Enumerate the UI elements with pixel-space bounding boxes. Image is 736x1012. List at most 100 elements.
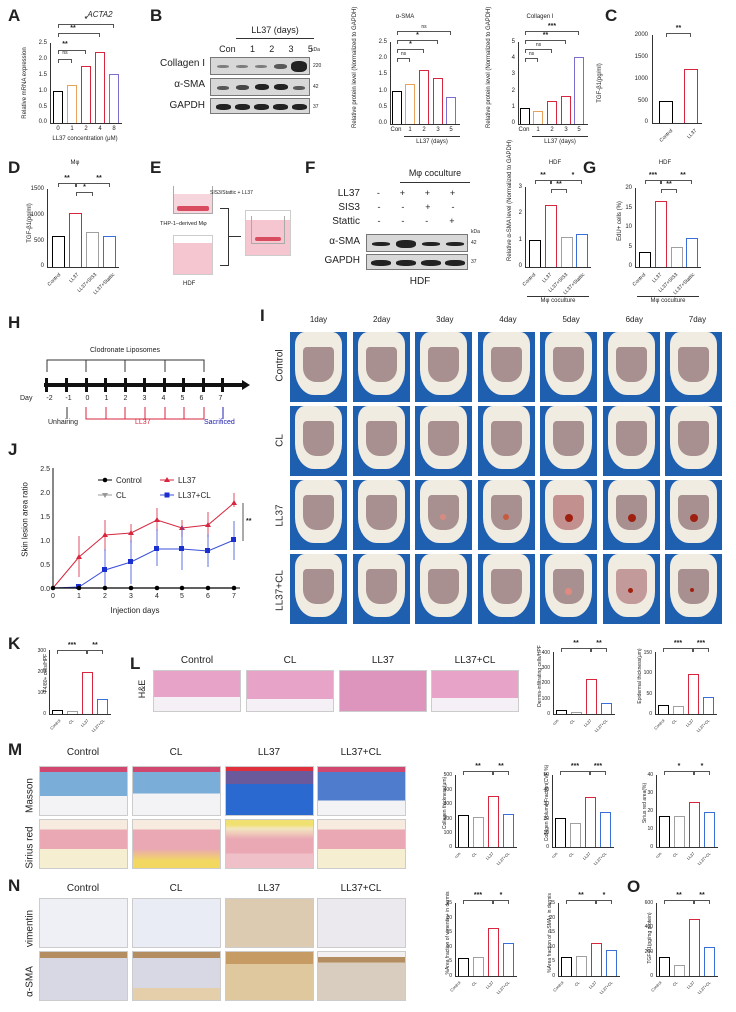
row-label: α-SMA [24, 966, 36, 997]
bar [82, 672, 93, 714]
sig-text: *** [673, 640, 683, 647]
chart-title: α-SMA [395, 14, 415, 20]
xtick: CL [670, 718, 678, 726]
sig-bracket [663, 648, 693, 652]
xtick: con [550, 851, 559, 860]
he-ll37 [339, 670, 427, 712]
svg-text:0: 0 [51, 593, 55, 600]
svg-text:6: 6 [206, 593, 210, 600]
ytick: 1000 [634, 76, 648, 82]
yaxis [652, 35, 653, 123]
bar [67, 85, 77, 123]
yaxis [655, 652, 656, 714]
yaxis [455, 775, 456, 847]
bar [86, 232, 99, 267]
ytick: 0 [449, 973, 452, 979]
chart-ylabel: Relative protein level (Normalized to GA… [352, 6, 358, 128]
bar [109, 74, 119, 123]
blot-b-header-line [236, 38, 314, 39]
panel-label-b: B [150, 6, 163, 25]
ytick: 3 [518, 184, 522, 190]
blot-asma [210, 78, 310, 96]
coculture-well [245, 210, 291, 256]
chart-a-xlabel: LL37 concentration (μM) [52, 136, 118, 142]
sig-text: * [499, 892, 503, 899]
bar [392, 91, 402, 124]
xtick: 2 [84, 126, 88, 132]
ytick: 0 [644, 119, 648, 125]
clodronate-label: Clodronate Liposomes [89, 347, 161, 354]
sig-bracket [463, 900, 493, 904]
bar [405, 84, 415, 124]
chart-a-yaxis [50, 43, 51, 123]
ytick: 400 [644, 924, 653, 930]
blot-row-label: α-SMA [174, 79, 205, 90]
he-control [153, 670, 241, 712]
svg-text:1.0: 1.0 [40, 538, 50, 545]
asma-ll37cl [317, 951, 406, 1001]
bracket [220, 208, 229, 266]
photo-control-d6 [603, 332, 660, 402]
svg-text:2: 2 [103, 593, 107, 600]
sig-text: ns [400, 51, 407, 57]
sig-bracket [58, 59, 72, 63]
ytick: 0 [511, 120, 515, 126]
xtick: CL [470, 851, 478, 859]
sig-bracket [76, 183, 110, 187]
sig-bracket [525, 40, 566, 44]
xaxis [656, 976, 718, 977]
xtick: Control [649, 980, 663, 993]
ytick: 0.5 [378, 104, 387, 110]
ytick: 15 [446, 929, 452, 935]
hdf-well [173, 235, 213, 275]
panel-label-g: G [583, 158, 597, 177]
ytick: 100 [541, 696, 550, 702]
ytick: 500 [443, 772, 452, 778]
blot-f-gapdh [366, 254, 468, 270]
bar [488, 928, 499, 976]
xtick: Control [48, 718, 62, 731]
column-label: LL37+CL [340, 747, 382, 758]
sig-bracket [493, 771, 509, 775]
bar [688, 674, 699, 714]
sig-text: ** [675, 25, 682, 32]
ytick: 1500 [634, 54, 648, 60]
sig-bracket [525, 49, 552, 53]
ytick: 150 [643, 650, 652, 656]
bar [52, 236, 65, 267]
xtick: Con [518, 127, 530, 133]
photo-ll37-d5 [540, 480, 597, 550]
bar [585, 797, 596, 847]
ytick: 20 [625, 185, 632, 191]
blot-f-asma [366, 234, 468, 252]
sig-text: * [700, 763, 704, 770]
sig-bracket [551, 180, 582, 184]
chart-ylabel: TGF-β1(pg/ml) [597, 63, 603, 103]
sig-text: *** [473, 892, 483, 899]
blot-b-header: LL37 (days) [251, 25, 299, 35]
svg-text:2.5: 2.5 [40, 466, 50, 473]
sign: - [425, 216, 429, 226]
ytick: 100 [643, 670, 652, 676]
panel-label-f: F [305, 158, 316, 177]
bar [67, 711, 78, 714]
xaxis [390, 124, 460, 125]
lane-label: 2 [269, 44, 275, 54]
xtick: con [453, 851, 462, 860]
yaxis [656, 775, 657, 847]
ytick: 0 [552, 973, 555, 979]
sig-bracket [493, 900, 509, 904]
bar [659, 101, 673, 123]
sig-bracket [397, 49, 424, 53]
bar [659, 957, 670, 976]
sig-bracket [561, 648, 591, 652]
yaxis [390, 42, 391, 124]
blot-b-lanes: Con 1 2 3 5 [212, 44, 320, 54]
sig-bracket [397, 58, 410, 62]
bar [606, 950, 617, 976]
ytick: 30 [647, 790, 653, 796]
xtick: 3 [436, 127, 440, 133]
xaxis [552, 847, 614, 848]
sig-text: ** [699, 892, 705, 899]
bar [520, 108, 530, 124]
